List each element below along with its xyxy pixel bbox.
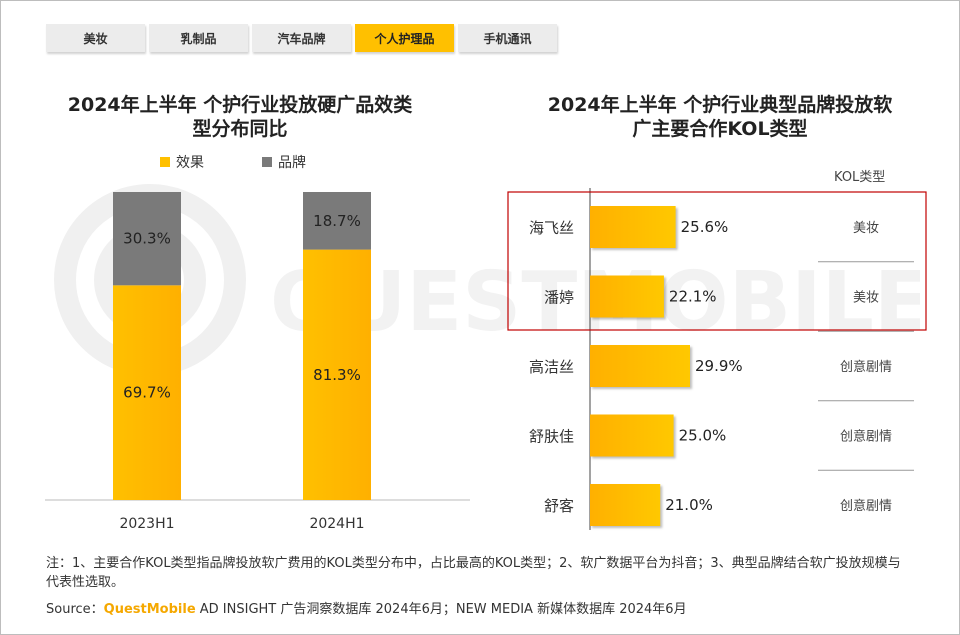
data-label-舒肤佳: 25.0% <box>679 427 727 445</box>
bar-effect-2023H1 <box>113 285 181 500</box>
bar-brand-2024H1 <box>303 192 371 250</box>
left-chart-legend: 效果 品牌 <box>160 152 306 172</box>
legend-swatch-effect <box>160 157 170 167</box>
data-label-高洁丝: 29.9% <box>695 357 743 375</box>
kol-type-高洁丝: 创意剧情 <box>840 359 892 375</box>
y-tick-label-潘婷: 潘婷 <box>544 289 574 307</box>
bar-舒肤佳 <box>590 414 674 457</box>
data-label-海飞丝: 25.6% <box>681 218 729 236</box>
y-tick-label-舒肤佳: 舒肤佳 <box>529 428 574 446</box>
kol-type-潘婷: 美妆 <box>853 291 879 306</box>
bar-舒客 <box>590 484 661 526</box>
bar-潘婷 <box>590 275 664 318</box>
left-chart-title: 2024年上半年 个护行业投放硬广品效类 型分布同比 <box>30 93 450 141</box>
tab-meizhuang[interactable]: 美妆 <box>46 24 145 52</box>
source-prefix: Source： <box>46 602 104 617</box>
legend-swatch-brand <box>262 157 272 167</box>
tab-personal-care[interactable]: 个人护理品 <box>355 24 454 52</box>
highlight-box <box>507 191 927 331</box>
right-title-line2: 广主要合作KOL类型 <box>632 118 808 140</box>
data-label-舒客: 21.0% <box>665 496 713 514</box>
source-brand: QuestMobile <box>103 602 196 617</box>
left-title-line2: 型分布同比 <box>192 118 288 140</box>
data-label-effect-2023H1: 69.7% <box>123 384 171 402</box>
legend-label-brand: 品牌 <box>278 155 306 171</box>
footnote: 注：1、主要合作KOL类型指品牌投放软广费用的KOL类型分布中，占比最高的KOL… <box>46 556 901 590</box>
kol-type-舒肤佳: 创意剧情 <box>840 429 892 445</box>
data-label-effect-2024H1: 81.3% <box>313 366 361 384</box>
right-horizontal-bar-chart: 25.6%海飞丝 美妆22.1%潘婷 美妆29.9%高洁丝 创意剧情25.0%舒肤佳创… <box>507 188 927 530</box>
data-label-brand-2023H1: 30.3% <box>123 230 171 248</box>
left-title-line1: 2024年上半年 个护行业投放硬广品效类 <box>67 94 413 116</box>
right-chart-title: 2024年上半年 个护行业典型品牌投放软 广主要合作KOL类型 <box>500 93 940 141</box>
data-label-潘婷: 22.1% <box>669 288 717 306</box>
bar-高洁丝 <box>590 345 690 387</box>
legend-item-brand: 品牌 <box>262 152 306 172</box>
source-line: Source：QuestMobile AD INSIGHT 广告洞察数据库 20… <box>46 598 687 617</box>
source-rest: AD INSIGHT 广告洞察数据库 2024年6月；NEW MEDIA 新媒体… <box>195 602 687 617</box>
right-title-line1: 2024年上半年 个护行业典型品牌投放软 <box>547 94 893 116</box>
kol-type-舒客: 创意剧情 <box>840 498 892 514</box>
legend-label-effect: 效果 <box>176 155 204 171</box>
legend-item-effect: 效果 <box>160 152 204 172</box>
data-label-brand-2024H1: 18.7% <box>313 212 361 230</box>
tab-mobile[interactable]: 手机通讯 <box>458 24 557 52</box>
y-tick-label-舒客: 舒客 <box>544 497 574 515</box>
left-stacked-bar-chart: 69.7% 30.3% 2023H1 81.3% 18.7% 2024H1 <box>45 192 470 532</box>
x-tick-label-2023H1: 2023H1 <box>119 516 174 532</box>
kol-type-header: KOL类型 <box>834 170 886 185</box>
bar-海飞丝 <box>590 206 676 248</box>
bar-brand-2023H1 <box>113 192 181 286</box>
y-tick-label-海飞丝: 海飞丝 <box>529 219 574 237</box>
y-tick-label-高洁丝: 高洁丝 <box>529 358 574 376</box>
tab-auto-brand[interactable]: 汽车品牌 <box>252 24 351 52</box>
category-tabs: 美妆 乳制品 汽车品牌 个人护理品 手机通讯 <box>46 24 557 52</box>
bar-effect-2024H1 <box>303 249 371 500</box>
tab-dairy[interactable]: 乳制品 <box>149 24 248 52</box>
kol-type-海飞丝: 美妆 <box>853 221 879 236</box>
x-tick-label-2024H1: 2024H1 <box>309 516 364 532</box>
